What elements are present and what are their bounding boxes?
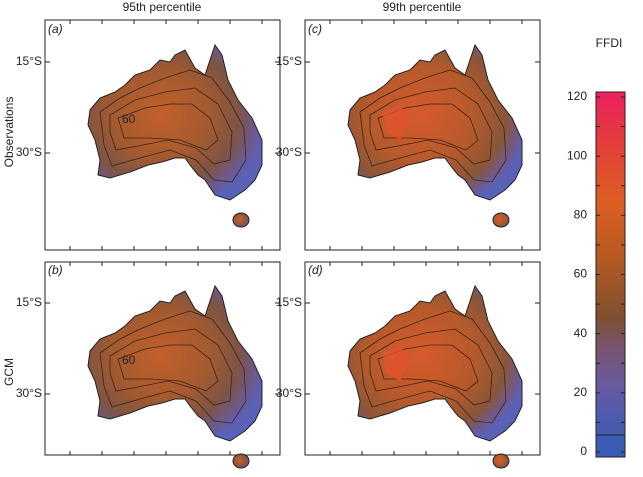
colorbar-bottom-block <box>595 434 626 458</box>
colorbar-tick-label: 100 <box>567 148 587 162</box>
map-panel: (d) 15°S 30°S <box>276 261 541 469</box>
colorbar-tick-label: 0 <box>580 444 587 458</box>
row-title: GCM <box>2 358 16 386</box>
map-frame <box>304 19 541 251</box>
colorbar-tick-label: 80 <box>574 208 588 222</box>
land <box>87 285 263 469</box>
map-panel: (b) 15°S 30°S 60 <box>16 261 281 469</box>
column-title: 95th percentile <box>123 0 202 14</box>
land <box>347 285 523 469</box>
land <box>347 44 523 228</box>
column-title: 99th percentile <box>383 0 462 14</box>
colorbar-tick-label: 20 <box>574 385 588 399</box>
latitude-label: 15°S <box>16 295 42 309</box>
colorbar <box>595 91 626 458</box>
map-panel: (c) 15°S 30°S <box>276 19 541 251</box>
hot-region <box>382 104 410 140</box>
colorbar-tick-label: 40 <box>574 326 588 340</box>
contour-label: 60 <box>122 112 136 126</box>
row-title: Observations <box>2 97 16 168</box>
latitude-label: 30°S <box>16 386 42 400</box>
contour-label: 60 <box>122 353 136 367</box>
map-panel: (a) 15°S 30°S 60 <box>16 19 281 251</box>
map-frame <box>44 19 281 251</box>
hot-region <box>382 345 410 381</box>
latitude-label: 15°S <box>276 295 302 309</box>
colorbar-tick-label: 120 <box>567 89 587 103</box>
map-frame <box>304 261 541 456</box>
latitude-label: 30°S <box>16 145 42 159</box>
panel-label: (d) <box>308 263 323 277</box>
latitude-label: 15°S <box>16 54 42 68</box>
latitude-label: 15°S <box>276 54 302 68</box>
colorbar-title: FFDI <box>596 36 623 50</box>
latitude-label: 30°S <box>276 386 302 400</box>
panel-label: (a) <box>48 22 63 36</box>
panel-label: (c) <box>308 22 322 36</box>
latitude-label: 30°S <box>276 145 302 159</box>
land <box>87 44 263 228</box>
panel-label: (b) <box>48 263 63 277</box>
colorbar-tick-label: 60 <box>574 267 588 281</box>
map-frame <box>44 261 281 456</box>
